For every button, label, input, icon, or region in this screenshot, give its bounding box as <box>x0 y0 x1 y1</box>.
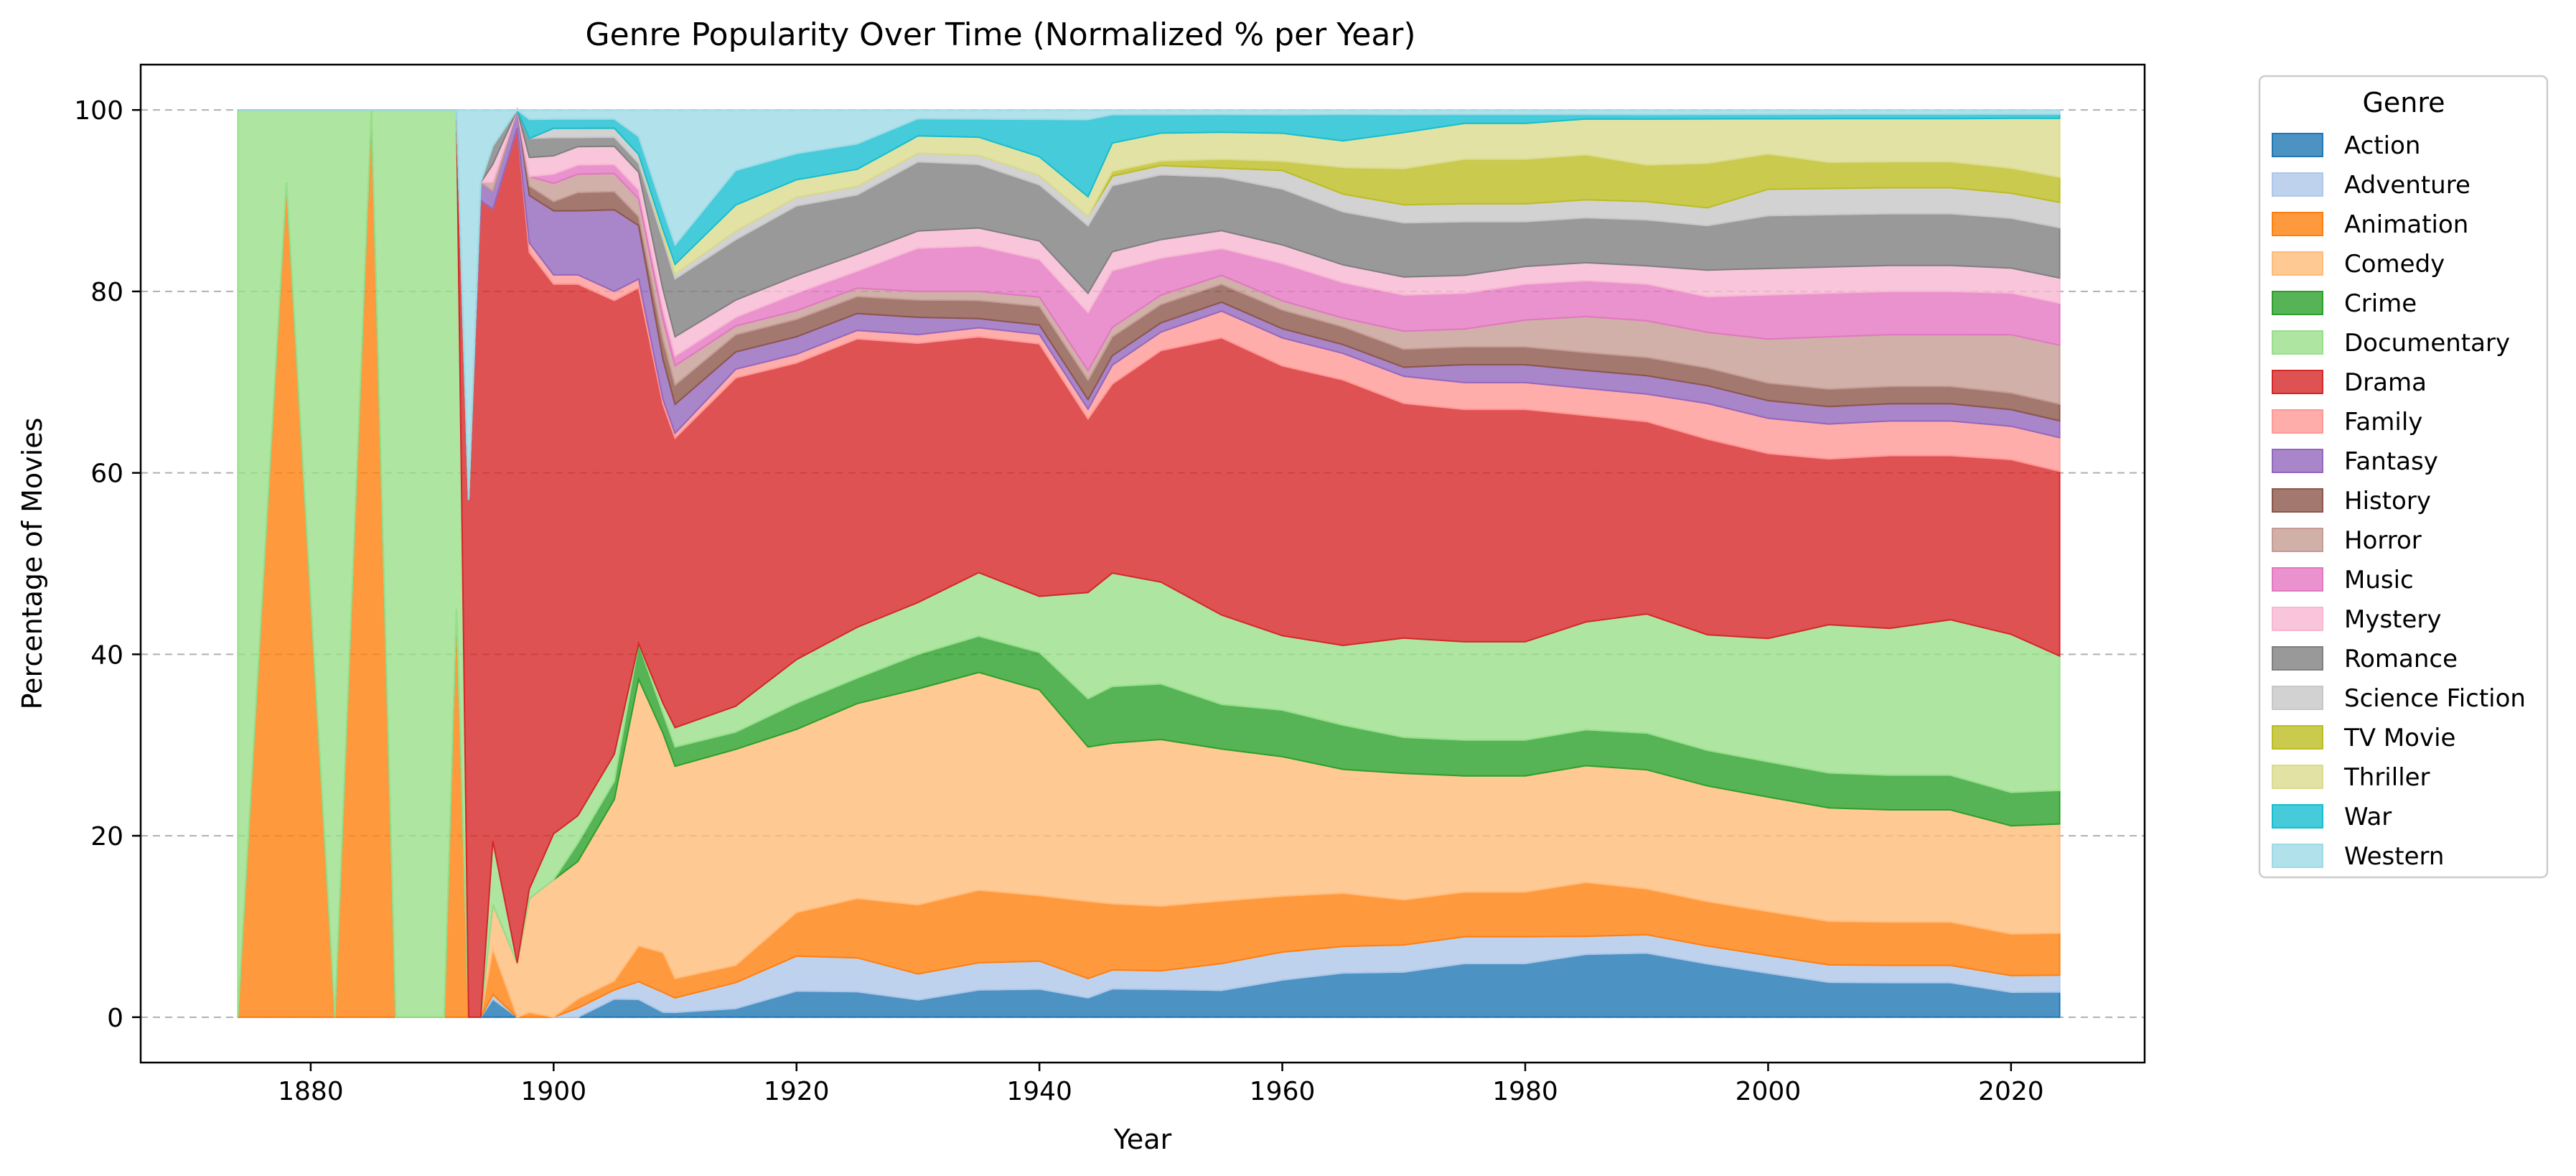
legend-swatch <box>2272 291 2323 315</box>
x-tick-label: 2020 <box>1978 1077 2044 1106</box>
legend-label: Animation <box>2344 210 2468 239</box>
legend-box <box>2258 75 2549 879</box>
legend-label: Fantasy <box>2344 447 2438 476</box>
legend-label: Mystery <box>2344 605 2442 634</box>
legend-label: Action <box>2344 131 2420 160</box>
area-series <box>237 107 2061 1019</box>
legend-swatch <box>2272 725 2323 750</box>
legend-swatch <box>2272 765 2323 789</box>
legend-swatch <box>2272 844 2323 868</box>
y-axis-label: Percentage of Movies <box>17 418 48 710</box>
legend-label: Romance <box>2344 645 2458 673</box>
x-tick-label: 1960 <box>1250 1077 1316 1106</box>
legend-swatch <box>2272 528 2323 552</box>
legend-swatch <box>2272 251 2323 276</box>
legend-swatch <box>2272 646 2323 671</box>
legend-label: Thriller <box>2343 763 2430 792</box>
y-tick-label: 0 <box>107 1004 123 1033</box>
y-tick-label: 100 <box>74 96 123 126</box>
x-axis: 1880 1900 1920 1940 1960 1980 2000 2020 <box>278 1063 2044 1106</box>
legend-swatch <box>2272 607 2323 631</box>
legend-label: Music <box>2344 566 2414 594</box>
legend-swatch <box>2272 409 2323 434</box>
legend-label: War <box>2344 803 2392 831</box>
legend-swatch <box>2272 567 2323 592</box>
legend-swatch <box>2272 449 2323 473</box>
legend-label: TV Movie <box>2343 724 2455 752</box>
y-axis: 0 20 40 60 80 100 <box>74 96 141 1033</box>
legend-label: Horror <box>2344 526 2422 555</box>
legend-label: Documentary <box>2344 329 2510 358</box>
legend-swatch <box>2272 686 2323 710</box>
legend: Genre Action Adventure Animation Comedy Crim… <box>2258 75 2549 879</box>
legend-swatch <box>2272 212 2323 236</box>
legend-swatch <box>2272 172 2323 197</box>
legend-label: Science Fiction <box>2344 684 2526 713</box>
legend-label: History <box>2344 487 2431 515</box>
x-axis-label: Year <box>1113 1124 1172 1155</box>
legend-label: Family <box>2344 408 2422 437</box>
legend-title: Genre <box>2362 87 2445 118</box>
x-tick-label: 1980 <box>1492 1077 1558 1106</box>
plot-frame <box>139 63 2146 1064</box>
legend-label: Western <box>2344 842 2444 871</box>
legend-label: Drama <box>2344 368 2427 397</box>
legend-swatch <box>2272 330 2323 355</box>
x-tick-label: 1880 <box>278 1077 344 1106</box>
legend-label: Adventure <box>2344 171 2470 200</box>
x-tick-label: 1920 <box>764 1077 830 1106</box>
chart-title: Genre Popularity Over Time (Normalized %… <box>585 17 1415 53</box>
x-tick-label: 2000 <box>1736 1077 1802 1106</box>
legend-swatch <box>2272 133 2323 157</box>
area-western <box>238 108 2061 500</box>
y-tick-label: 80 <box>90 278 123 307</box>
y-tick-label: 60 <box>90 459 123 489</box>
y-tick-label: 20 <box>90 822 123 851</box>
legend-label: Crime <box>2344 289 2417 318</box>
x-tick-label: 1940 <box>1006 1077 1072 1106</box>
y-tick-label: 40 <box>90 640 123 670</box>
legend-swatch <box>2272 804 2323 829</box>
x-tick-label: 1900 <box>521 1077 587 1106</box>
legend-label: Comedy <box>2344 250 2445 279</box>
legend-swatch <box>2272 370 2323 394</box>
legend-swatch <box>2272 488 2323 513</box>
